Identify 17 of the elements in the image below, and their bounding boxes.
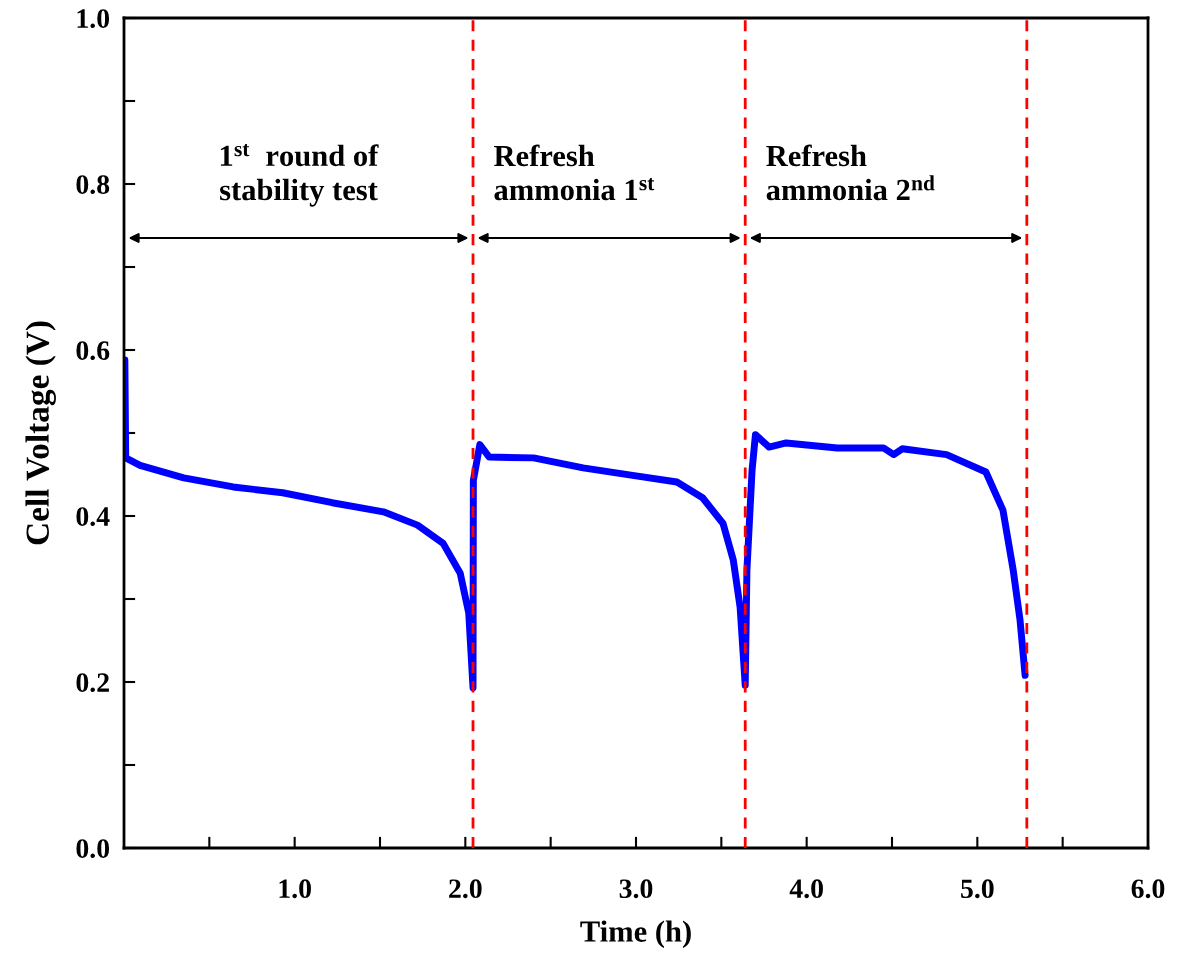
annotation: Refresh ammonia 2$^{nd}$ [766, 144, 935, 201]
x-tick-label: 2.0 [449, 879, 482, 899]
y-tick-label: 0.6 [76, 341, 110, 361]
x-tick-label: 5.0 [961, 879, 994, 899]
annotation: 1$^{st}$ round of stability test [220, 143, 379, 207]
y-tick-label: 0.8 [76, 175, 110, 195]
y-tick-label: 0.0 [76, 839, 110, 859]
annotation: Refresh ammonia 1$^{st}$ [494, 144, 655, 201]
y-tick-label: 0.2 [76, 673, 109, 693]
x-tick-label: 6.0 [1131, 879, 1165, 899]
x-tick-label: 3.0 [619, 879, 653, 899]
x-tick-label: 4.0 [789, 879, 823, 899]
y-tick-label: 1.0 [77, 9, 110, 29]
x-tick-label: 1.0 [279, 879, 311, 899]
y-axis-title: Cell Voltage (V) [25, 321, 56, 545]
y-tick-label: 0.4 [76, 507, 110, 527]
x-axis-title: Time (h) [580, 920, 691, 949]
